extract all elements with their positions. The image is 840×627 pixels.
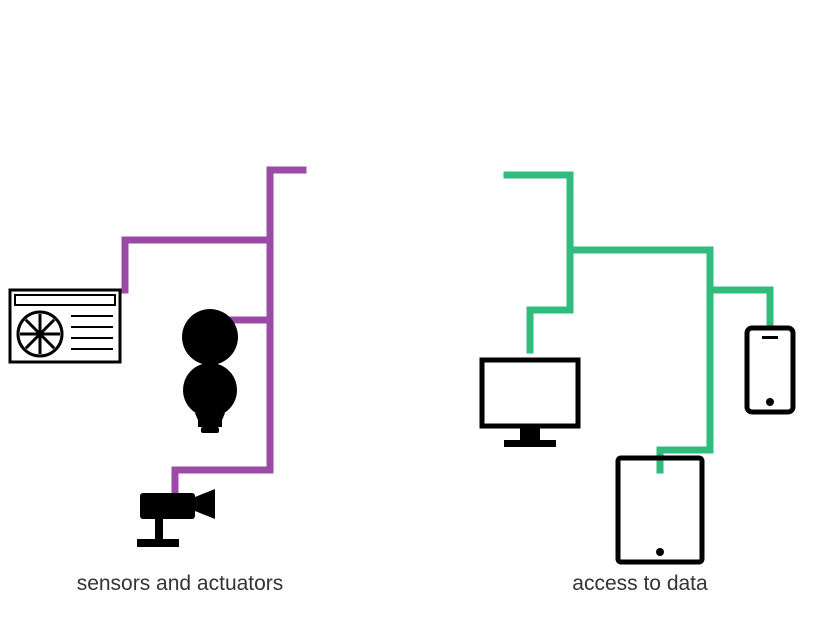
camera-icon [137,489,215,547]
branch-caption: access to data [572,572,708,595]
branch-caption: sensors and actuators [77,572,284,595]
lightbulb-icon [182,309,238,433]
phone-icon [747,328,793,412]
ac-unit-icon [10,290,120,362]
tablet-icon [618,458,702,562]
monitor-icon [482,360,578,447]
cloud-text-line: rules and triggers [0,0,73,5]
cloud-node: coordinator:logical process,rules and tr… [0,0,73,5]
